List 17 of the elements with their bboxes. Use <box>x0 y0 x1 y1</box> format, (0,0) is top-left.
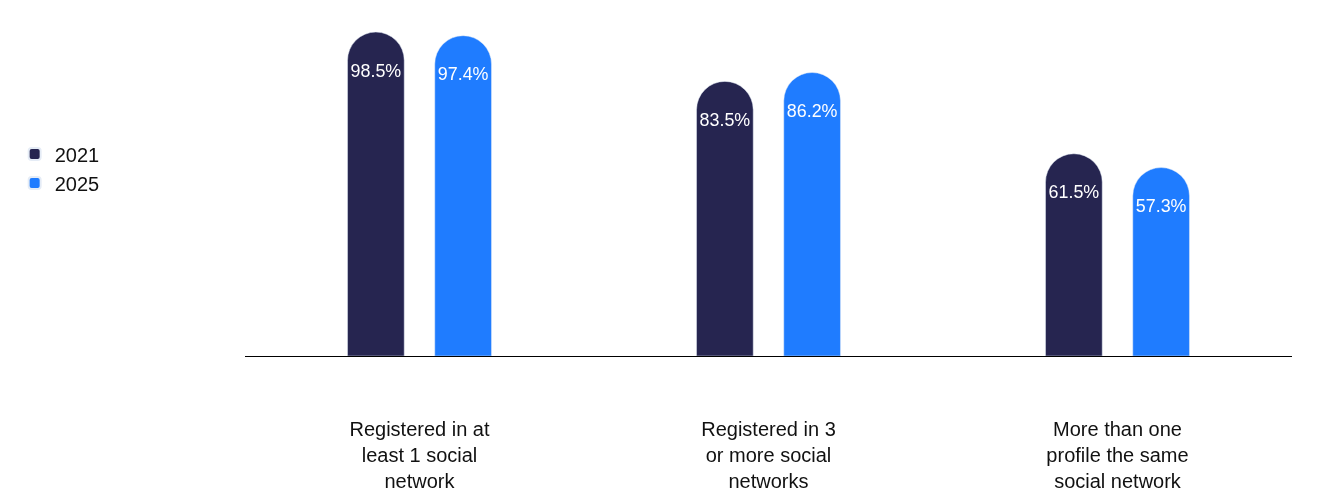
data-label: 83.5% <box>699 109 751 130</box>
bar <box>1132 167 1190 356</box>
legend-label: 2021 <box>54 143 100 166</box>
data-label: 86.2% <box>786 101 838 122</box>
data-label: 97.4% <box>437 64 489 85</box>
bar <box>696 81 754 356</box>
legend-label: 2025 <box>54 172 100 195</box>
bar <box>783 72 841 356</box>
data-label: 57.3% <box>1135 196 1187 217</box>
bar <box>1045 153 1103 356</box>
x-tick-label: Registered in at least 1 social network <box>349 418 490 492</box>
data-label: 98.5% <box>350 60 402 81</box>
x-tick-label: More than one profile the same social network <box>1046 418 1189 492</box>
x-tick-label: Registered in 3 or more social networks <box>701 418 836 492</box>
data-label: 61.5% <box>1048 182 1100 203</box>
bar <box>347 31 405 356</box>
bar <box>434 35 492 356</box>
